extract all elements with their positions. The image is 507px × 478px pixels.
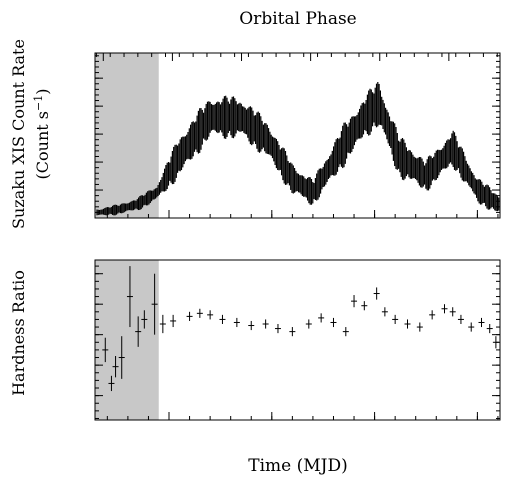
top-axis-title: Orbital Phase (239, 9, 357, 29)
hardness-shaded-region (95, 260, 159, 420)
count-rate-shaded-region (95, 53, 159, 218)
count-rate-ylabel: Suzaku XIS Count Rate (9, 39, 28, 229)
time-xlabel: Time (MJD) (248, 456, 347, 476)
plot-frames (94, 52, 501, 421)
count-rate-light-curve (96, 81, 500, 216)
count-rate-ylabel-unit: (Count s−1) (32, 89, 52, 180)
hardness-ratio-points (102, 266, 499, 392)
hardness-ylabel: Hardness Ratio (9, 270, 28, 396)
shaded-regions (95, 53, 159, 420)
hardness-frame (94, 259, 501, 421)
count-rate-frame (94, 52, 501, 219)
axis-ticks (95, 53, 500, 420)
